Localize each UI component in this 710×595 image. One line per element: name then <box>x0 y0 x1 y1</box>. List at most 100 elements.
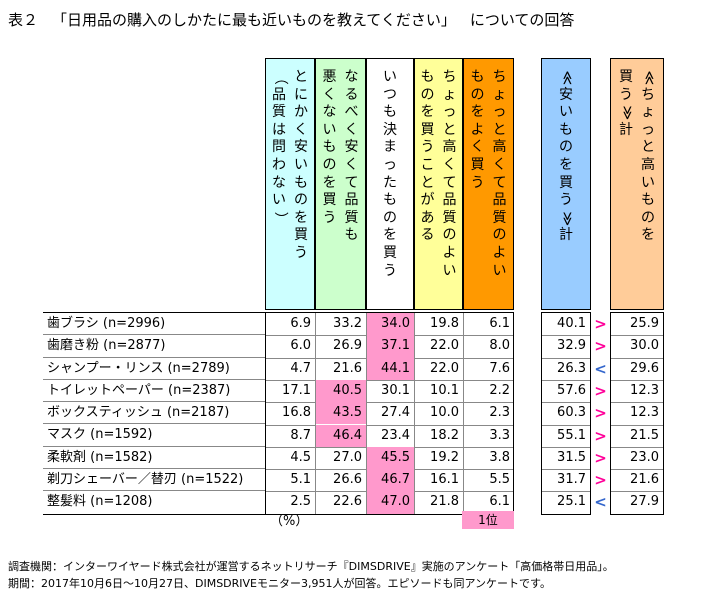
column-header-4: ちょっと高くて品質のよいものを買うことがある <box>414 58 463 310</box>
row-label: シャンプー・リンス (n=2789) <box>43 358 265 380</box>
cheap-total-cell: 31.7 <box>557 472 586 488</box>
row-divider <box>611 402 663 404</box>
value-cell: 16.8 <box>282 405 311 421</box>
value-cell: 8.0 <box>489 338 510 354</box>
value-cell: 27.4 <box>381 405 410 421</box>
footnote-source: 調査機関：インターワイヤード株式会社が運営するネットリサーチ『DIMSDRIVE… <box>8 560 614 573</box>
value-cell: 46.7 <box>367 469 414 492</box>
row-label: 剃刀シェーバー／替刃 (n=1522) <box>43 469 265 492</box>
greater-than-marker: > <box>594 381 607 400</box>
value-cell: 4.7 <box>290 360 311 376</box>
row-label: 柔軟剤 (n=1582) <box>43 447 265 470</box>
column-header-3: いつも決まったものを買う <box>366 58 414 310</box>
row-divider <box>611 491 663 493</box>
value-cell: 21.6 <box>333 360 362 376</box>
greater-than-marker: > <box>594 471 607 490</box>
value-cell: 6.1 <box>489 494 510 510</box>
cheap-total-cell: 55.1 <box>557 427 586 443</box>
row-divider <box>542 469 590 471</box>
value-cell: 40.5 <box>316 379 366 403</box>
title-suffix: についての回答 <box>469 11 575 29</box>
unit-label: （%） <box>270 514 309 529</box>
premium-total-cell: 12.3 <box>630 382 659 398</box>
premium-total-cell: 25.9 <box>630 316 659 331</box>
premium-total-cell: 30.0 <box>630 338 659 354</box>
row-label: マスク (n=1592) <box>43 424 265 447</box>
value-cell: 26.9 <box>333 338 362 354</box>
column-header-1: とにかく安いものを買う（品質は問わない） <box>265 58 315 310</box>
premium-total-cell: 29.6 <box>630 360 659 376</box>
value-cell: 19.2 <box>430 449 459 465</box>
premium-total-cell: 12.3 <box>630 405 659 421</box>
premium-total-cell: 21.5 <box>630 427 659 443</box>
row-divider <box>542 402 590 404</box>
row-label: トイレットペーパー (n=2387) <box>43 380 265 403</box>
row-label: 歯ブラシ (n=2996) <box>43 313 265 336</box>
value-cell: 47.0 <box>367 491 414 514</box>
row-divider <box>611 357 663 359</box>
row-labels: 歯ブラシ (n=2996) 歯磨き粉 (n=2877) シャンプー・リンス (n=2… <box>43 312 265 515</box>
value-cell: 18.2 <box>430 427 459 443</box>
value-cell: 6.1 <box>489 316 510 331</box>
column-divider <box>463 313 464 514</box>
cheap-total-cell: 32.9 <box>557 338 586 354</box>
less-than-marker: < <box>594 359 607 378</box>
row-divider <box>611 469 663 471</box>
greater-than-marker: > <box>594 448 607 467</box>
cheap-total-column: 40.1 32.9 26.3 57.6 60.3 55.1 31.5 31.7 25.1 <box>541 312 591 515</box>
premium-total-cell: 27.9 <box>630 494 659 510</box>
premium-total-column: 25.9 30.0 29.6 12.3 12.3 21.5 23.0 21.6 27.9 <box>610 312 664 515</box>
premium-total-cell: 21.6 <box>630 472 659 488</box>
premium-total-cell: 23.0 <box>630 449 659 465</box>
value-cell: 27.0 <box>333 449 362 465</box>
row-divider <box>542 379 590 381</box>
greater-than-marker: > <box>594 404 607 423</box>
value-cell: 22.6 <box>333 494 362 510</box>
column-divider <box>366 313 367 514</box>
main-table: 6.9 33.2 34.0 19.8 6.1 6.0 26.9 37.1 22.0 8.0 4.7 2… <box>265 312 514 515</box>
greater-than-marker: > <box>594 337 607 356</box>
value-cell: 45.5 <box>367 446 414 470</box>
value-cell: 34.0 <box>367 313 414 336</box>
value-cell: 19.8 <box>430 316 459 331</box>
cheap-total-header: ≪ 安いものを買う ≫ 計 <box>541 58 591 310</box>
value-cell: 8.7 <box>290 427 311 443</box>
greater-than-marker: > <box>594 426 607 445</box>
value-cell: 22.0 <box>430 360 459 376</box>
value-cell: 2.2 <box>489 382 510 398</box>
value-cell: 33.2 <box>333 316 362 331</box>
cheap-total-cell: 40.1 <box>557 316 586 331</box>
row-divider <box>611 335 663 337</box>
column-divider <box>414 313 415 514</box>
column-divider <box>315 313 316 514</box>
row-label: 整髪料 (n=1208) <box>47 494 153 510</box>
row-divider <box>611 379 663 381</box>
row-divider <box>542 424 590 426</box>
row-divider <box>266 424 513 426</box>
footnote-period: 期間：2017年10月6日～10月27日、DIMSDRIVEモニター3,951人… <box>8 577 551 590</box>
row-divider <box>611 446 663 448</box>
value-cell: 5.1 <box>290 472 311 488</box>
cheap-total-cell: 26.3 <box>557 360 586 376</box>
row-divider <box>611 424 663 426</box>
value-cell: 30.1 <box>381 382 410 398</box>
value-cell: 26.6 <box>333 472 362 488</box>
value-cell: 10.0 <box>430 405 459 421</box>
column-header-2: なるべく安くて品質も悪くないものを買う <box>315 58 366 310</box>
cheap-total-cell: 57.6 <box>557 382 586 398</box>
row-label: 歯磨き粉 (n=2877) <box>43 335 265 358</box>
value-cell: 2.3 <box>489 405 510 421</box>
value-cell: 7.6 <box>489 360 510 376</box>
value-cell: 6.9 <box>290 316 311 331</box>
row-divider <box>542 357 590 359</box>
value-cell: 3.8 <box>489 449 510 465</box>
value-cell: 44.1 <box>367 357 414 380</box>
value-cell: 2.5 <box>290 494 311 510</box>
value-cell: 10.1 <box>430 382 459 398</box>
cheap-total-cell: 60.3 <box>557 405 586 421</box>
cheap-total-cell: 31.5 <box>557 449 586 465</box>
less-than-marker: < <box>594 493 607 512</box>
value-cell: 37.1 <box>367 335 414 358</box>
row-divider <box>266 402 513 404</box>
value-cell: 5.5 <box>489 472 510 488</box>
